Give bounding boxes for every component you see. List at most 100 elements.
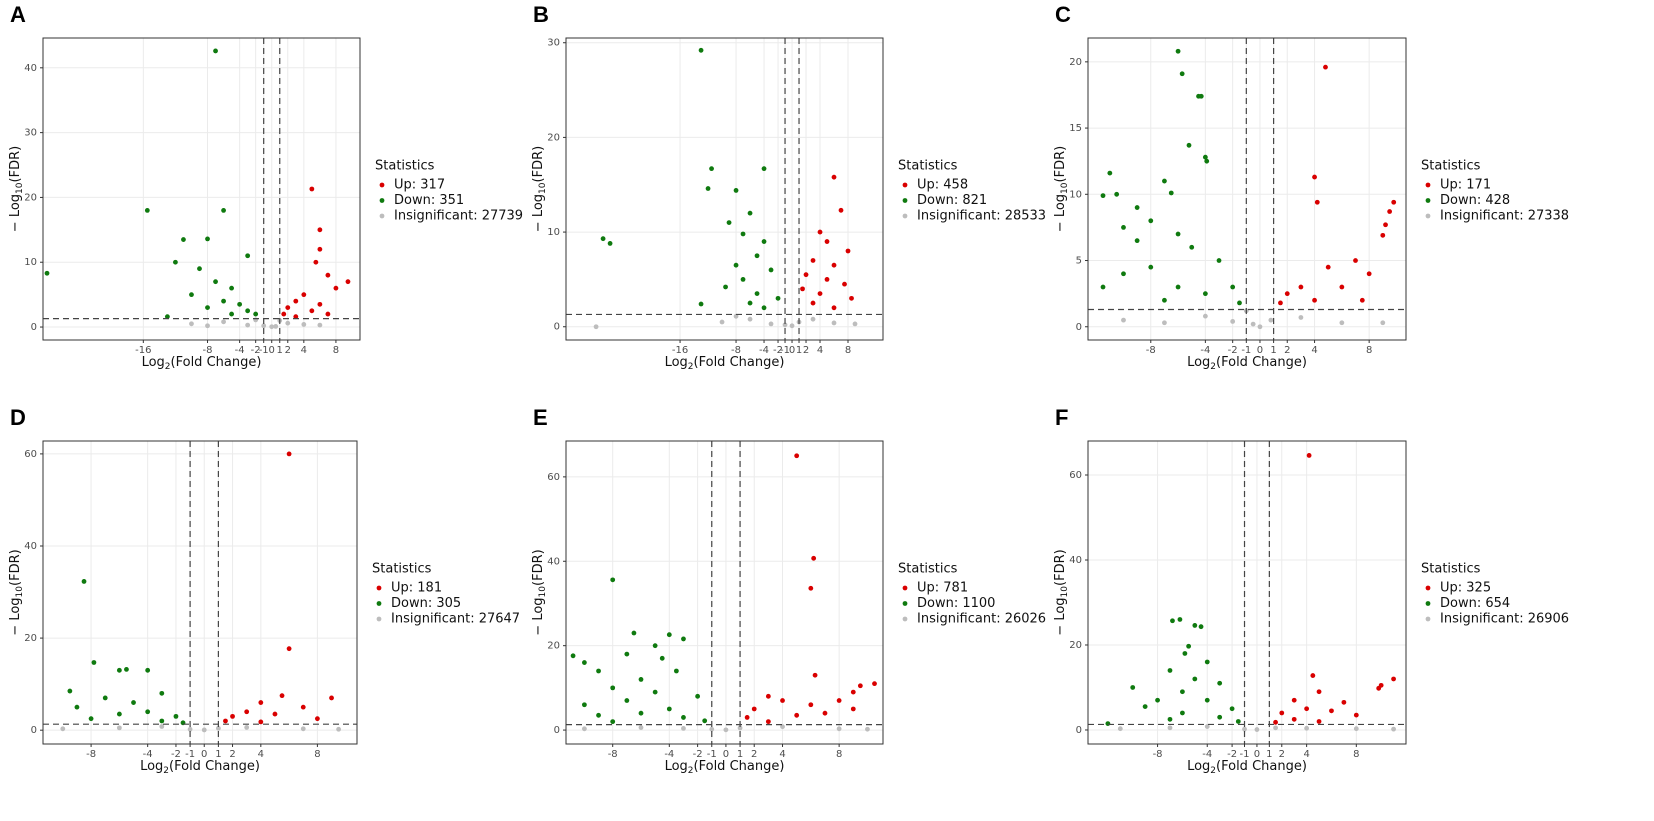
x-tick-label: 2 (1284, 345, 1290, 356)
y-tick-label: 10 (24, 257, 37, 268)
x-axis-label-part: Log (1187, 355, 1210, 370)
point (223, 718, 228, 724)
point (1316, 689, 1322, 695)
point (1254, 727, 1260, 732)
x-axis-label-sub: 2 (1210, 362, 1216, 372)
y-tick-label: 20 (24, 633, 37, 644)
point (336, 726, 342, 732)
point (765, 719, 771, 725)
point (1341, 699, 1347, 705)
point (237, 301, 243, 307)
x-tick-label: -16 (135, 345, 151, 356)
point (159, 718, 165, 724)
point (309, 308, 315, 314)
point (1250, 321, 1256, 327)
legend-swatch (902, 198, 908, 203)
y-axis-label-part: (FDR) (8, 549, 23, 586)
point (768, 321, 774, 327)
point (1182, 651, 1188, 656)
point (1387, 209, 1393, 214)
point (1186, 142, 1192, 148)
legend-title: Statistics (1421, 562, 1481, 577)
point (1192, 676, 1198, 682)
point (164, 314, 170, 320)
point (197, 266, 202, 272)
y-tick-label: 5 (1076, 256, 1082, 267)
point (1391, 676, 1396, 682)
point (723, 284, 728, 290)
point (681, 725, 686, 731)
point (245, 308, 251, 314)
point (1279, 710, 1285, 716)
y-tick-label: 40 (1069, 555, 1082, 566)
y-axis-label-part: (FDR) (8, 146, 23, 183)
x-tick-label: -1 (259, 345, 269, 356)
point (824, 239, 830, 244)
point (794, 712, 800, 718)
legend-entry: Insignificant: 26906 (1440, 612, 1569, 627)
point (1162, 297, 1167, 303)
point (187, 726, 193, 732)
point (1353, 712, 1359, 718)
point (1380, 320, 1386, 326)
x-tick-label: 8 (314, 749, 320, 760)
x-tick-label: -2 (773, 345, 783, 356)
x-tick-label: -8 (731, 345, 741, 356)
legend-title: Statistics (375, 159, 435, 174)
point (144, 207, 150, 213)
legend-entry: Down: 654 (1440, 596, 1510, 611)
point (831, 305, 837, 311)
point (285, 320, 291, 326)
x-axis-label-part: (Fold Change) (694, 355, 785, 370)
point (1162, 178, 1167, 184)
point (1230, 319, 1236, 324)
point (1359, 297, 1365, 303)
point (131, 700, 136, 705)
point (810, 258, 816, 263)
x-tick-label: 4 (779, 749, 785, 760)
x-tick-label: -4 (1202, 749, 1212, 760)
x-tick-label: 1 (796, 345, 802, 356)
y-tick-label: 30 (24, 128, 37, 139)
point (1291, 697, 1297, 703)
point (1121, 225, 1126, 230)
legend-swatch (376, 616, 382, 622)
panel-label: D (10, 405, 26, 430)
point (1353, 726, 1359, 732)
point (570, 653, 576, 659)
x-tick-label: -1 (780, 345, 790, 356)
x-tick-label: -8 (1153, 749, 1163, 760)
y-tick-label: 20 (24, 192, 37, 203)
point (229, 285, 234, 291)
point (624, 651, 630, 657)
point (768, 267, 774, 273)
point (780, 724, 785, 730)
point (1155, 697, 1160, 703)
point (300, 704, 306, 710)
y-tick-label: 40 (24, 63, 37, 74)
point (681, 715, 686, 720)
point (1312, 174, 1317, 180)
point (1237, 300, 1242, 306)
point (1273, 719, 1278, 725)
point (775, 295, 781, 301)
point (293, 314, 299, 320)
y-tick-label: 0 (31, 322, 37, 333)
point (1304, 706, 1310, 712)
point (300, 726, 306, 732)
legend-entry: Up: 171 (1440, 178, 1491, 193)
point (309, 186, 315, 192)
point (1105, 721, 1111, 727)
point (849, 295, 854, 301)
y-axis-label-part: (FDR) (1053, 146, 1068, 183)
point (1316, 719, 1322, 724)
point (286, 451, 292, 457)
point (709, 166, 714, 172)
point (765, 693, 771, 699)
point (600, 236, 606, 242)
point (1273, 725, 1278, 731)
point (1278, 300, 1283, 306)
x-axis-label-part: Log (140, 759, 163, 774)
legend-swatch (902, 182, 908, 188)
legend-swatch (376, 585, 382, 591)
